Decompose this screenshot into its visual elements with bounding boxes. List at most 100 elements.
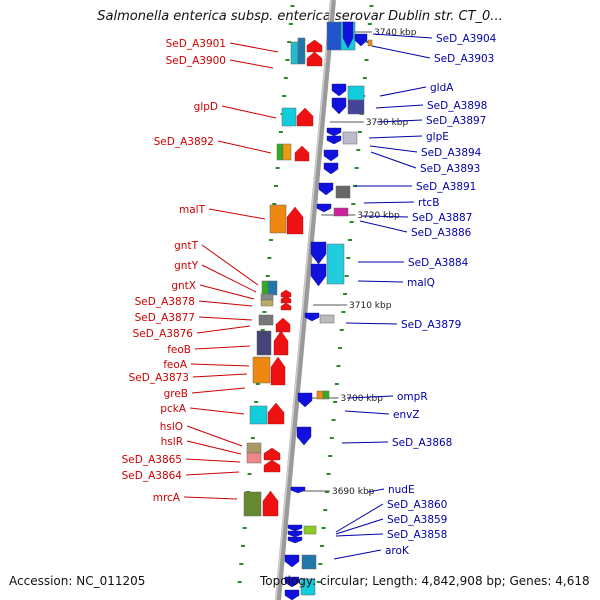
leader-line bbox=[370, 151, 417, 169]
gene-label: SeD_A3891 bbox=[416, 181, 476, 193]
gene-label: malQ bbox=[407, 277, 435, 289]
gene-label: aroK bbox=[385, 545, 410, 557]
leader-line bbox=[185, 458, 241, 463]
reverse-gene-arrow bbox=[331, 83, 347, 97]
gene-labels: SeD_A3901 SeD_A3900 glpD SeD_A3892 malT gntT g… bbox=[122, 33, 497, 557]
scale-label: 3690 kbp bbox=[332, 487, 375, 497]
leader-line bbox=[194, 345, 251, 350]
gene-label: gntX bbox=[171, 280, 196, 292]
gene-block bbox=[326, 243, 345, 285]
leader-line bbox=[379, 86, 427, 97]
reverse-gene-arrow bbox=[316, 203, 332, 213]
leader-line bbox=[335, 533, 384, 537]
scale-label: 3700 kbp bbox=[341, 394, 384, 404]
scale-label: 3730 kbp bbox=[366, 118, 409, 128]
accession-text: Accession: NC_011205 bbox=[9, 574, 146, 588]
gene-label: SeD_A3878 bbox=[135, 296, 195, 308]
gene-label: SeD_A3894 bbox=[421, 147, 482, 159]
gene-label: envZ bbox=[393, 409, 420, 421]
gene-block bbox=[269, 204, 287, 234]
reverse-gene-arrow bbox=[342, 21, 354, 49]
leader-line bbox=[186, 440, 242, 455]
gene-label: hslR bbox=[161, 436, 183, 448]
gene-features bbox=[243, 21, 373, 600]
reverse-gene-arrow bbox=[318, 182, 334, 196]
gene-block bbox=[335, 185, 351, 199]
leader-line bbox=[345, 322, 398, 325]
gene-block bbox=[322, 390, 330, 400]
gene-block bbox=[319, 314, 335, 324]
reverse-gene-arrow bbox=[323, 149, 339, 162]
gene-label: greB bbox=[164, 388, 188, 400]
reverse-gene-arrow bbox=[331, 97, 347, 115]
gene-label: pckA bbox=[160, 403, 187, 415]
leader-line bbox=[196, 325, 251, 334]
reverse-gene-arrow bbox=[287, 530, 303, 538]
forward-gene-arrow bbox=[270, 356, 286, 386]
gene-block bbox=[281, 107, 297, 127]
forward-gene-arrow bbox=[262, 490, 279, 517]
reverse-gene-arrow bbox=[354, 33, 368, 47]
gene-label: SeD_A3892 bbox=[154, 136, 214, 148]
leader-line bbox=[229, 42, 279, 53]
gene-block bbox=[260, 299, 274, 307]
forward-gene-arrow bbox=[306, 51, 323, 67]
leader-line bbox=[217, 140, 272, 154]
forward-gene-arrow bbox=[280, 295, 292, 304]
gene-label: SeD_A3903 bbox=[434, 53, 494, 65]
gene-label: rtcB bbox=[418, 197, 439, 209]
gene-label: SeD_A3879 bbox=[401, 319, 461, 331]
gene-block bbox=[249, 405, 268, 425]
gene-block bbox=[326, 21, 342, 51]
forward-gene-arrow bbox=[296, 107, 314, 127]
gene-label: mrcA bbox=[153, 492, 181, 504]
leader-line bbox=[198, 300, 253, 307]
gene-block bbox=[276, 143, 284, 161]
gene-label: SeD_A3884 bbox=[408, 257, 469, 269]
gene-label: SeD_A3877 bbox=[135, 312, 195, 324]
gene-block bbox=[246, 452, 262, 464]
leader-line bbox=[344, 410, 390, 415]
gene-block bbox=[367, 39, 373, 47]
gene-label: SeD_A3900 bbox=[166, 55, 226, 67]
gene-block bbox=[256, 330, 272, 356]
reverse-gene-arrow bbox=[310, 241, 327, 265]
leader-line bbox=[201, 264, 257, 293]
gene-label: gntY bbox=[174, 260, 198, 272]
topology-text: Topology: circular; Length: 4,842,908 bp… bbox=[260, 574, 590, 588]
leader-line bbox=[346, 395, 394, 399]
reverse-gene-arrow bbox=[326, 127, 342, 137]
gene-block bbox=[347, 85, 365, 101]
forward-gene-arrow bbox=[263, 447, 281, 461]
gene-label: SeD_A3887 bbox=[412, 212, 472, 224]
leader-line bbox=[198, 316, 253, 321]
gene-label: gntT bbox=[174, 240, 198, 252]
reverse-gene-arrow bbox=[284, 576, 300, 588]
gene-block bbox=[301, 554, 317, 570]
gene-label: SeD_A3876 bbox=[133, 328, 194, 340]
forward-gene-arrow bbox=[280, 289, 292, 298]
forward-gene-arrow bbox=[294, 145, 310, 162]
tick-marks bbox=[237, 5, 374, 583]
gene-label: feoA bbox=[163, 359, 188, 371]
gene-block bbox=[342, 131, 358, 145]
gene-block bbox=[347, 99, 365, 115]
gene-label: SeD_A3904 bbox=[436, 33, 497, 45]
gene-label: SeD_A3859 bbox=[387, 514, 447, 526]
gene-block bbox=[267, 280, 278, 296]
gene-label: SeD_A3893 bbox=[420, 163, 480, 175]
forward-gene-arrow bbox=[275, 317, 291, 333]
gene-block bbox=[297, 37, 306, 65]
gene-label: nudE bbox=[388, 484, 415, 496]
leader-line bbox=[199, 284, 255, 300]
gene-label: SeD_A3873 bbox=[129, 372, 189, 384]
forward-gene-arrow bbox=[267, 402, 285, 425]
genome-backbone-highlight bbox=[275, 0, 332, 600]
leader-line bbox=[229, 59, 274, 69]
gene-label: glpD bbox=[194, 101, 218, 113]
label-leader-lines bbox=[183, 33, 433, 560]
forward-gene-arrow bbox=[263, 459, 281, 473]
leader-line bbox=[341, 441, 389, 444]
leader-line bbox=[335, 518, 384, 535]
